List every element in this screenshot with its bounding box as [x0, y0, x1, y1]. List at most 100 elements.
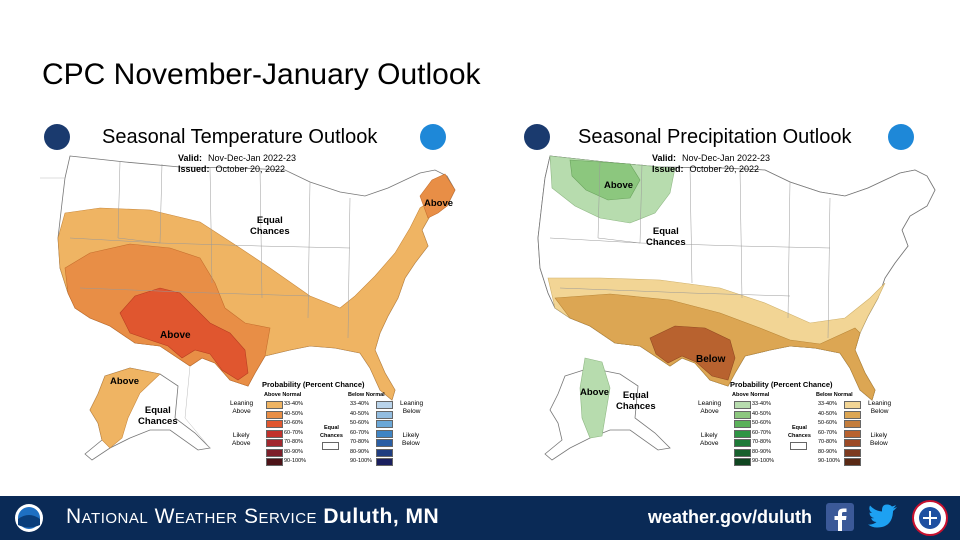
legend-equal-chances-swatch	[322, 442, 339, 450]
legend-below-row-label: 70-80%	[350, 439, 369, 445]
legend-leaning-below: Leaning Below	[400, 400, 424, 415]
legend-below-swatch	[844, 448, 861, 457]
facebook-icon[interactable]	[826, 503, 854, 531]
temp-above-northeast-region	[419, 173, 456, 219]
legend-above-row-label: 40-50%	[284, 410, 303, 417]
legend-above-swatch	[734, 420, 751, 428]
legend-below-swatch	[844, 429, 861, 438]
legend-below-swatch	[376, 439, 393, 447]
temperature-meta: Valid: Nov-Dec-Jan 2022-23 Issued: October…	[178, 153, 296, 175]
legend-equal-chances-swatch	[790, 442, 807, 450]
label-above-southwest: Above	[160, 330, 191, 341]
precipitation-map	[537, 155, 936, 461]
temperature-title: Seasonal Temperature Outlook	[102, 126, 378, 148]
legend-above-swatch	[734, 410, 751, 419]
legend-below-swatch	[376, 410, 393, 419]
legend-above-row-label: 33-40%	[752, 401, 771, 407]
legend-above-row-label: 90-100%	[752, 458, 775, 464]
valid-label: Valid:	[652, 153, 677, 163]
legend-below-row-label: 50-60%	[818, 420, 837, 426]
precip-above-40-50-region	[569, 159, 641, 201]
legend-equal-chances: Equal Chances	[320, 425, 343, 439]
legend-below-row-label: 70-80%	[818, 439, 837, 445]
legend-below-swatch	[844, 420, 861, 428]
legend-above-row-label: 60-70%	[284, 429, 303, 436]
legend-below-row-label: 40-50%	[350, 410, 369, 417]
legend-below-row-label: 60-70%	[818, 429, 837, 436]
org-name: National Weather Service Duluth, MN	[66, 505, 439, 529]
legend-below-row-label: 60-70%	[350, 429, 369, 436]
issued-label: Issued:	[652, 164, 684, 174]
legend-below-row-label: 80-90%	[818, 448, 837, 455]
legend-below-row-label: 80-90%	[350, 448, 369, 455]
twitter-icon[interactable]	[866, 503, 898, 531]
legend-below-row-label: 33-40%	[350, 401, 369, 407]
precip-above-alaska-region	[579, 357, 611, 439]
legend-title: Probability (Percent Chance)	[262, 380, 365, 389]
legend-above-row-label: 60-70%	[752, 429, 771, 436]
legend-above-swatch	[266, 410, 283, 419]
noaa-logo	[888, 124, 914, 150]
doc-seal-logo	[44, 124, 70, 150]
legend-below-row-label: 33-40%	[818, 401, 837, 407]
temp-above-alaska-region	[89, 367, 161, 449]
legend-above-swatch	[266, 429, 283, 438]
noaa-logo	[15, 504, 43, 532]
label-equal-chances-alaska: Equal Chances	[616, 390, 656, 412]
legend-likely-below: Likely Below	[402, 432, 420, 447]
temperature-outlook-panel: Seasonal Temperature Outlook Valid: Nov-D…	[10, 118, 470, 483]
org-prefix: National Weather Service	[66, 505, 318, 528]
valid-label: Valid:	[178, 153, 203, 163]
legend-below-header: Below Normal	[816, 392, 853, 398]
legend-below-row-label: 90-100%	[350, 458, 373, 464]
legend-title: Probability (Percent Chance)	[730, 380, 833, 389]
noaa-logo	[420, 124, 446, 150]
label-below-south: Below	[696, 354, 726, 365]
slide-title: CPC November-January Outlook	[42, 58, 481, 91]
legend-above-row-label: 50-60%	[284, 420, 303, 426]
legend-above-swatch	[734, 439, 751, 447]
label-equal-chances-alaska: Equal Chances	[138, 405, 178, 427]
legend-above-row-label: 70-80%	[752, 439, 771, 445]
legend-above-swatch	[266, 458, 283, 466]
label-above-alaska: Above	[580, 387, 610, 398]
legend-above-swatch	[266, 401, 283, 409]
legend-above-swatch	[734, 458, 751, 466]
temperature-map	[40, 155, 456, 461]
legend-below-swatch	[376, 448, 393, 457]
legend-above-header: Above Normal	[732, 392, 770, 398]
doc-seal-logo	[524, 124, 550, 150]
legend-below-swatch	[844, 458, 861, 466]
temperature-legend: Probability (Percent Chance) Above Normal…	[230, 380, 430, 480]
legend-above-swatch	[734, 448, 751, 457]
alaska-outline	[544, 367, 671, 461]
precipitation-legend: Probability (Percent Chance) Above Normal…	[698, 380, 898, 480]
legend-leaning-above: Leaning Above	[230, 400, 254, 415]
legend-below-swatch	[844, 401, 861, 409]
nws-logo	[912, 500, 948, 536]
legend-above-row-label: 50-60%	[752, 420, 771, 426]
legend-above-swatch	[266, 439, 283, 447]
legend-above-row-label: 70-80%	[284, 439, 303, 445]
legend-above-row-label: 33-40%	[284, 401, 303, 407]
legend-above-swatch	[734, 401, 751, 409]
precipitation-meta: Valid: Nov-Dec-Jan 2022-23 Issued: October…	[652, 153, 770, 175]
legend-below-swatch	[376, 401, 393, 409]
issued-value: October 20, 2022	[215, 164, 286, 174]
legend-above-row-label: 80-90%	[752, 448, 771, 455]
legend-above-row-label: 90-100%	[284, 458, 307, 464]
legend-below-swatch	[376, 458, 393, 466]
label-above-north: Above	[604, 180, 634, 191]
legend-above-swatch	[266, 448, 283, 457]
valid-value: Nov-Dec-Jan 2022-23	[208, 153, 297, 163]
legend-below-row-label: 50-60%	[350, 420, 369, 426]
valid-value: Nov-Dec-Jan 2022-23	[682, 153, 771, 163]
legend-equal-chances: Equal Chances	[788, 425, 811, 439]
legend-below-swatch	[844, 439, 861, 447]
legend-above-swatch	[266, 420, 283, 428]
website-link[interactable]: weather.gov/duluth	[648, 507, 813, 527]
label-equal-chances-conus: Equal Chances	[250, 215, 290, 237]
label-above-northeast: Above	[424, 198, 454, 209]
precipitation-title: Seasonal Precipitation Outlook	[578, 126, 852, 148]
legend-below-swatch	[376, 420, 393, 428]
